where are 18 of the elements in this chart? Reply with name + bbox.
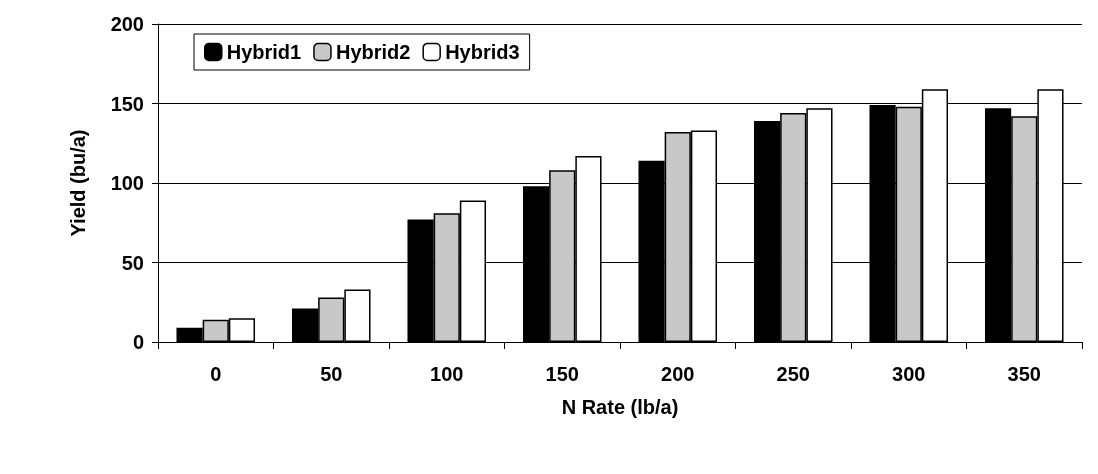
y-tick-label: 0: [132, 331, 144, 353]
x-tick-label: 350: [1007, 363, 1041, 385]
x-tick-label: 0: [210, 363, 222, 385]
legend-label: Hybrid1: [226, 41, 302, 63]
x-tick-label: 150: [545, 363, 579, 385]
y-tick-label: 200: [110, 13, 144, 35]
legend-label: Hybrid3: [445, 41, 520, 63]
y-tick-label: 50: [121, 251, 144, 274]
x-tick-label: 200: [661, 363, 695, 385]
x-tick-label: 250: [776, 363, 810, 385]
y-axis-title: Yield (bu/a): [67, 129, 89, 237]
y-tick-label: 150: [110, 92, 144, 115]
x-tick-label: 300: [892, 363, 926, 385]
x-tick-label: 100: [430, 363, 464, 385]
legend-label: Hybrid2: [335, 41, 411, 63]
y-tick-label: 100: [110, 172, 144, 194]
x-axis-title: N Rate (lb/a): [561, 396, 679, 418]
x-tick-label: 50: [320, 363, 343, 385]
